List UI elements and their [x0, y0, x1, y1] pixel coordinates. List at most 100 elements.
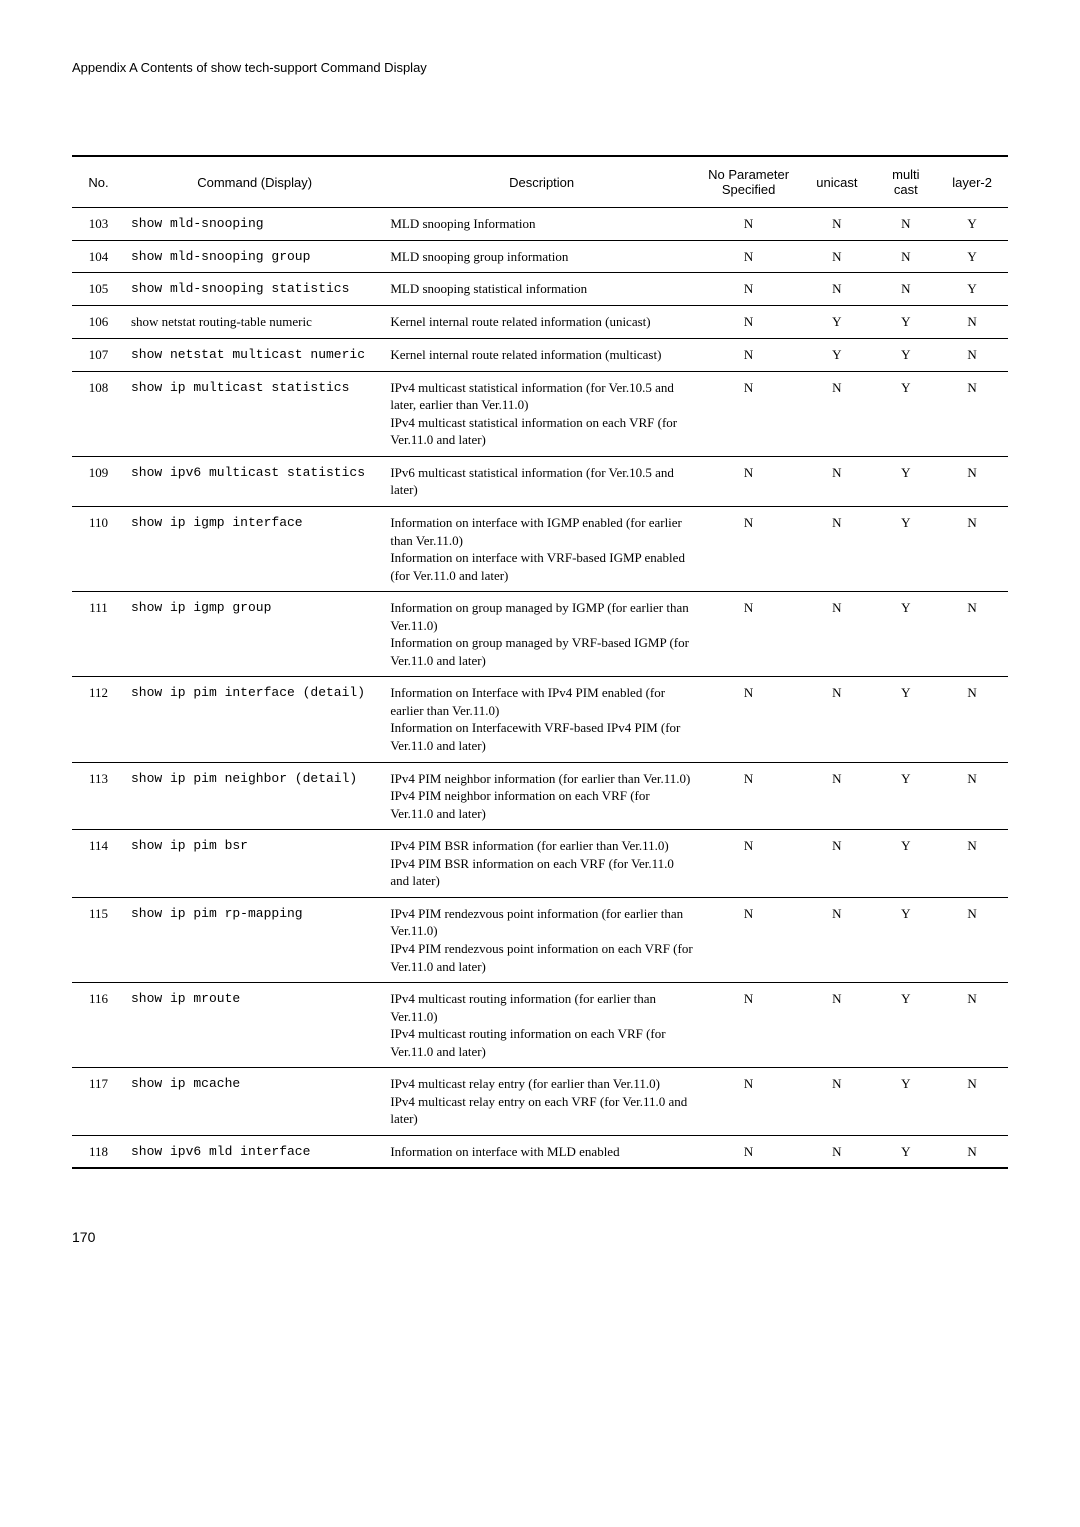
cell-command: show netstat multicast numeric [125, 339, 384, 372]
cell-l2: N [936, 1135, 1008, 1168]
cell-no: 110 [72, 507, 125, 592]
cell-l2: N [936, 830, 1008, 898]
cell-np: N [699, 208, 798, 241]
table-row: 107show netstat multicast numericKernel … [72, 339, 1008, 372]
cell-description: MLD snooping Information [384, 208, 699, 241]
table-row: 113show ip pim neighbor (detail)IPv4 PIM… [72, 762, 1008, 830]
cell-description: Kernel internal route related informatio… [384, 305, 699, 339]
cell-command: show ip igmp group [125, 592, 384, 677]
cell-uc: N [798, 273, 875, 306]
cell-mc: Y [875, 507, 936, 592]
cell-description: IPv6 multicast statistical information (… [384, 456, 699, 506]
cell-mc: Y [875, 456, 936, 506]
cell-description: IPv4 multicast relay entry (for earlier … [384, 1068, 699, 1136]
cell-uc: N [798, 371, 875, 456]
cell-mc: Y [875, 983, 936, 1068]
col-header-uc: unicast [798, 156, 875, 208]
table-row: 117show ip mcacheIPv4 multicast relay en… [72, 1068, 1008, 1136]
cell-l2: Y [936, 208, 1008, 241]
cell-uc: Y [798, 305, 875, 339]
table-row: 108show ip multicast statisticsIPv4 mult… [72, 371, 1008, 456]
cell-command: show ip mcache [125, 1068, 384, 1136]
cell-command: show ip multicast statistics [125, 371, 384, 456]
cell-command: show ipv6 multicast statistics [125, 456, 384, 506]
cell-description: IPv4 PIM rendezvous point information (f… [384, 897, 699, 982]
table-row: 106show netstat routing-table numericKer… [72, 305, 1008, 339]
cell-no: 103 [72, 208, 125, 241]
table-header-row: No. Command (Display) Description No Par… [72, 156, 1008, 208]
cell-command: show ip pim rp-mapping [125, 897, 384, 982]
cell-no: 106 [72, 305, 125, 339]
table-row: 112show ip pim interface (detail)Informa… [72, 677, 1008, 762]
cell-command: show ip mroute [125, 983, 384, 1068]
cell-uc: N [798, 507, 875, 592]
cell-l2: N [936, 456, 1008, 506]
cell-command: show ip igmp interface [125, 507, 384, 592]
cell-l2: N [936, 1068, 1008, 1136]
cell-uc: N [798, 456, 875, 506]
cell-np: N [699, 983, 798, 1068]
cell-description: Kernel internal route related informatio… [384, 339, 699, 372]
cell-mc: Y [875, 1068, 936, 1136]
cell-np: N [699, 305, 798, 339]
cell-uc: N [798, 677, 875, 762]
table-row: 109show ipv6 multicast statisticsIPv6 mu… [72, 456, 1008, 506]
col-header-cmd: Command (Display) [125, 156, 384, 208]
cell-l2: N [936, 592, 1008, 677]
cell-uc: N [798, 592, 875, 677]
col-header-desc: Description [384, 156, 699, 208]
cell-np: N [699, 677, 798, 762]
cell-l2: N [936, 897, 1008, 982]
cell-no: 114 [72, 830, 125, 898]
cell-command: show mld-snooping [125, 208, 384, 241]
cell-np: N [699, 592, 798, 677]
cell-np: N [699, 240, 798, 273]
cell-mc: N [875, 208, 936, 241]
cell-mc: Y [875, 305, 936, 339]
cell-np: N [699, 830, 798, 898]
cell-no: 113 [72, 762, 125, 830]
col-header-l2: layer-2 [936, 156, 1008, 208]
table-row: 111show ip igmp groupInformation on grou… [72, 592, 1008, 677]
cell-mc: Y [875, 592, 936, 677]
cell-l2: Y [936, 273, 1008, 306]
cell-no: 104 [72, 240, 125, 273]
table-row: 110show ip igmp interfaceInformation on … [72, 507, 1008, 592]
cell-description: MLD snooping group information [384, 240, 699, 273]
cell-description: IPv4 multicast statistical information (… [384, 371, 699, 456]
cell-l2: N [936, 762, 1008, 830]
cell-description: Information on group managed by IGMP (fo… [384, 592, 699, 677]
cell-uc: N [798, 983, 875, 1068]
cell-uc: N [798, 830, 875, 898]
cell-mc: Y [875, 830, 936, 898]
cell-np: N [699, 273, 798, 306]
tech-support-table: No. Command (Display) Description No Par… [72, 155, 1008, 1169]
cell-uc: N [798, 897, 875, 982]
cell-no: 117 [72, 1068, 125, 1136]
table-row: 103show mld-snoopingMLD snooping Informa… [72, 208, 1008, 241]
cell-command: show ip pim interface (detail) [125, 677, 384, 762]
cell-no: 105 [72, 273, 125, 306]
cell-description: Information on Interface with IPv4 PIM e… [384, 677, 699, 762]
page-number: 170 [72, 1229, 1008, 1245]
table-row: 105show mld-snooping statisticsMLD snoop… [72, 273, 1008, 306]
cell-np: N [699, 897, 798, 982]
cell-l2: N [936, 677, 1008, 762]
col-header-mc: multi cast [875, 156, 936, 208]
cell-uc: N [798, 208, 875, 241]
cell-uc: Y [798, 339, 875, 372]
cell-uc: N [798, 1135, 875, 1168]
page-header: Appendix A Contents of show tech-support… [72, 60, 1008, 75]
cell-np: N [699, 339, 798, 372]
table-row: 116show ip mrouteIPv4 multicast routing … [72, 983, 1008, 1068]
cell-no: 115 [72, 897, 125, 982]
cell-mc: Y [875, 677, 936, 762]
cell-no: 112 [72, 677, 125, 762]
cell-np: N [699, 507, 798, 592]
cell-description: IPv4 PIM BSR information (for earlier th… [384, 830, 699, 898]
table-row: 115show ip pim rp-mappingIPv4 PIM rendez… [72, 897, 1008, 982]
cell-no: 108 [72, 371, 125, 456]
cell-mc: N [875, 273, 936, 306]
cell-l2: N [936, 983, 1008, 1068]
cell-no: 111 [72, 592, 125, 677]
